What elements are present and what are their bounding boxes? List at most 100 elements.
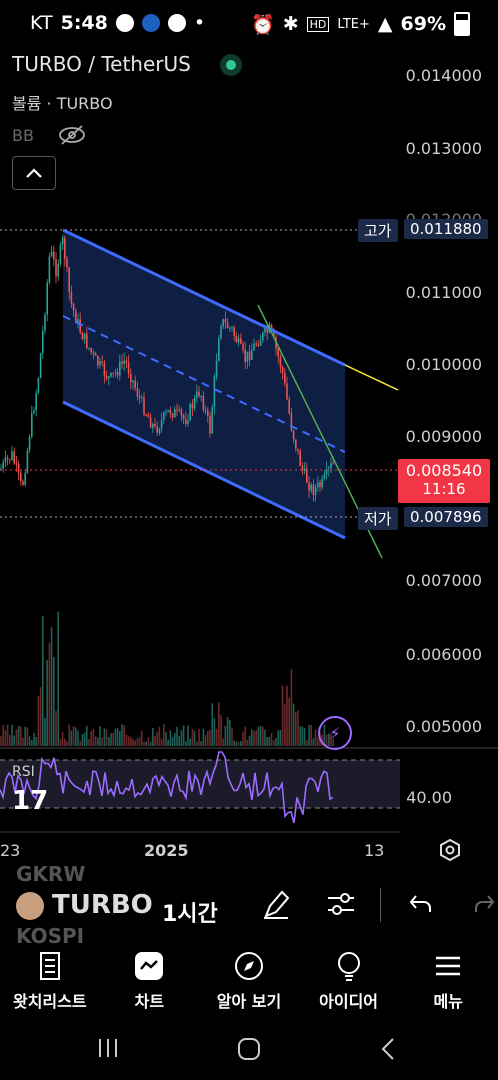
bottom-nav: 왓치리스트 차트 알아 보기 아이디어 메뉴 (0, 944, 498, 1020)
candle-body (97, 355, 99, 366)
battery-label: 69% (400, 13, 446, 35)
candle-body (64, 237, 66, 259)
signal-icon: ▲ (377, 13, 393, 35)
home-icon[interactable] (236, 1036, 262, 1062)
pencil-icon[interactable] (262, 888, 290, 920)
bluetooth-icon: ✱ (282, 13, 299, 35)
volume-bar (4, 730, 7, 746)
candle-body (108, 376, 110, 379)
bb-legend[interactable]: BB (12, 126, 34, 145)
volume-bar (35, 736, 37, 746)
price-tick: 0.005000 (405, 717, 482, 736)
candle-body (178, 409, 180, 411)
volume-bar (72, 726, 75, 746)
volume-bar (13, 735, 15, 746)
volume-bar (209, 730, 211, 746)
symbol-avatar (16, 892, 44, 920)
price-tick: 0.006000 (405, 645, 482, 664)
candle-body (70, 292, 73, 304)
low-label: 저가 (358, 507, 398, 530)
price-chart[interactable] (0, 0, 498, 860)
interval-selector[interactable]: 1시간 (162, 902, 218, 927)
candle-body (57, 264, 59, 277)
volume-bar (57, 611, 59, 746)
collapse-legend-button[interactable] (12, 156, 56, 190)
candle-body (196, 391, 198, 398)
recent-apps-icon[interactable] (96, 1036, 120, 1060)
eye-off-icon[interactable] (58, 124, 86, 146)
candle-body (154, 424, 156, 427)
volume-bar (204, 734, 207, 746)
candle-countdown: 11:16 (422, 480, 466, 498)
candle-body (6, 457, 9, 460)
candle-body (204, 410, 207, 412)
candle-body (321, 478, 323, 488)
candle-body (59, 244, 62, 265)
candle-body (176, 409, 178, 411)
candle-body (94, 353, 97, 356)
settings-icon[interactable] (438, 838, 462, 862)
indicators-icon[interactable] (326, 890, 356, 918)
volume-legend[interactable]: 볼륨 · TURBO (12, 94, 113, 113)
volume-bars (0, 611, 334, 746)
nav-chart[interactable]: 차트 (100, 944, 200, 1020)
time-label: 2025 (144, 841, 189, 860)
rsi-legend[interactable]: RSI (12, 764, 35, 780)
candle-body (50, 251, 53, 257)
nav-label: 메뉴 (433, 992, 463, 1011)
volume-bar (299, 726, 301, 746)
nav-ideas[interactable]: 아이디어 (299, 944, 399, 1020)
candle-body (22, 481, 24, 485)
volume-bar (145, 741, 147, 746)
volume-bar (171, 736, 174, 746)
volume-bar (198, 728, 200, 746)
candle-body (295, 439, 297, 449)
candle-body (244, 349, 246, 363)
symbol-title[interactable]: TURBO / TetherUS (12, 52, 191, 76)
candle-body (167, 410, 169, 412)
candle-body (92, 352, 95, 354)
high-value: 0.011880 (404, 219, 488, 239)
volume-bar (75, 727, 77, 746)
candle-body (262, 332, 264, 341)
undo-icon[interactable] (408, 892, 434, 916)
volume-bar (169, 730, 172, 746)
volume-bar (138, 737, 141, 746)
volume-bar (147, 737, 150, 746)
candle-body (286, 383, 288, 400)
volume-bar (251, 729, 253, 746)
lightning-button[interactable]: ⚡ (318, 716, 352, 750)
candle-body (207, 410, 209, 416)
redo-icon[interactable] (474, 892, 498, 916)
volume-bar (218, 702, 220, 746)
candle-body (253, 343, 255, 351)
candle-body (215, 360, 218, 377)
candle-body (226, 322, 229, 328)
symbol-selector[interactable]: TURBO (52, 890, 153, 920)
news-icon (141, 14, 160, 32)
candle-body (266, 327, 268, 333)
nav-explore[interactable]: 알아 보기 (199, 944, 299, 1020)
back-icon[interactable] (378, 1036, 398, 1062)
candle-body (72, 303, 75, 311)
candle-body (182, 415, 185, 419)
volume-bar (26, 727, 29, 746)
volume-bar (193, 731, 196, 746)
volume-bar (22, 737, 24, 746)
volume-bar (286, 685, 288, 746)
volume-bar (136, 738, 139, 746)
candle-body (105, 375, 108, 379)
volume-bar (112, 733, 114, 746)
nav-menu[interactable]: 메뉴 (398, 944, 498, 1020)
volume-bar (77, 730, 79, 746)
nav-watchlist[interactable]: 왓치리스트 (0, 944, 100, 1020)
volume-bar (235, 741, 238, 746)
volume-bar (9, 735, 11, 746)
candle-body (116, 371, 119, 376)
candle-body (297, 448, 299, 451)
rsi-line (0, 751, 334, 824)
low-value: 0.007896 (404, 507, 488, 527)
volume-bar (110, 733, 112, 746)
compass-icon (234, 952, 263, 980)
volume-bar (167, 739, 169, 746)
